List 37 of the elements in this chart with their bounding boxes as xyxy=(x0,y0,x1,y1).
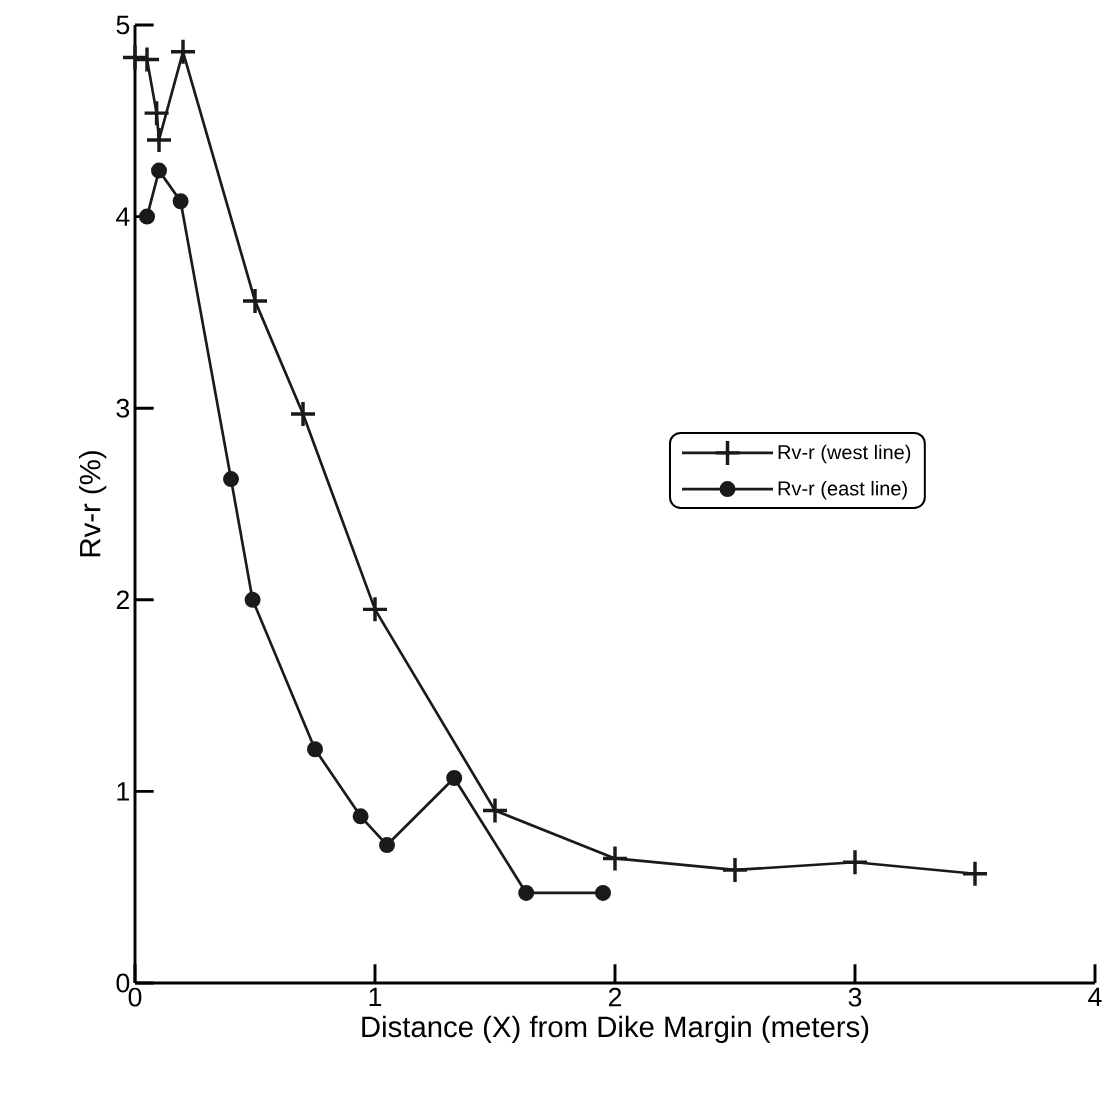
point xyxy=(171,39,196,64)
y-tick-label: 5 xyxy=(116,15,130,35)
x-tick-label: 3 xyxy=(848,987,862,1007)
point xyxy=(307,741,324,758)
point xyxy=(603,846,627,871)
y-axis-title: Rv-r (%) xyxy=(78,451,107,557)
legend-label: Rv-r (east line) xyxy=(778,480,907,500)
point xyxy=(843,850,867,875)
legend-label: Rv-r (west line) xyxy=(778,444,911,464)
point xyxy=(594,884,612,901)
point xyxy=(135,47,159,72)
point xyxy=(151,162,168,179)
x-tick-label: 4 xyxy=(1088,987,1102,1007)
point xyxy=(244,591,261,608)
point xyxy=(291,401,316,426)
y-tick-label: 1 xyxy=(117,782,129,801)
point xyxy=(363,597,387,622)
y-tick-label: 4 xyxy=(116,207,130,226)
point xyxy=(144,101,169,126)
point xyxy=(139,208,156,225)
point xyxy=(147,127,172,152)
point xyxy=(518,884,535,901)
x-axis-title: Distance (X) from Dike Margin (meters) xyxy=(362,1015,869,1044)
y-tick-label: 2 xyxy=(116,590,129,610)
y-tick-label: 0 xyxy=(116,973,130,993)
point xyxy=(223,471,240,488)
point xyxy=(172,193,189,210)
point xyxy=(243,288,267,313)
point xyxy=(723,857,747,882)
point xyxy=(379,837,396,854)
point xyxy=(483,798,507,823)
point xyxy=(352,808,369,825)
point xyxy=(446,769,463,786)
x-tick-label: 1 xyxy=(369,987,382,1007)
x-tick-label: 2 xyxy=(608,987,622,1007)
y-tick-label: 3 xyxy=(116,398,130,418)
point xyxy=(963,861,987,886)
